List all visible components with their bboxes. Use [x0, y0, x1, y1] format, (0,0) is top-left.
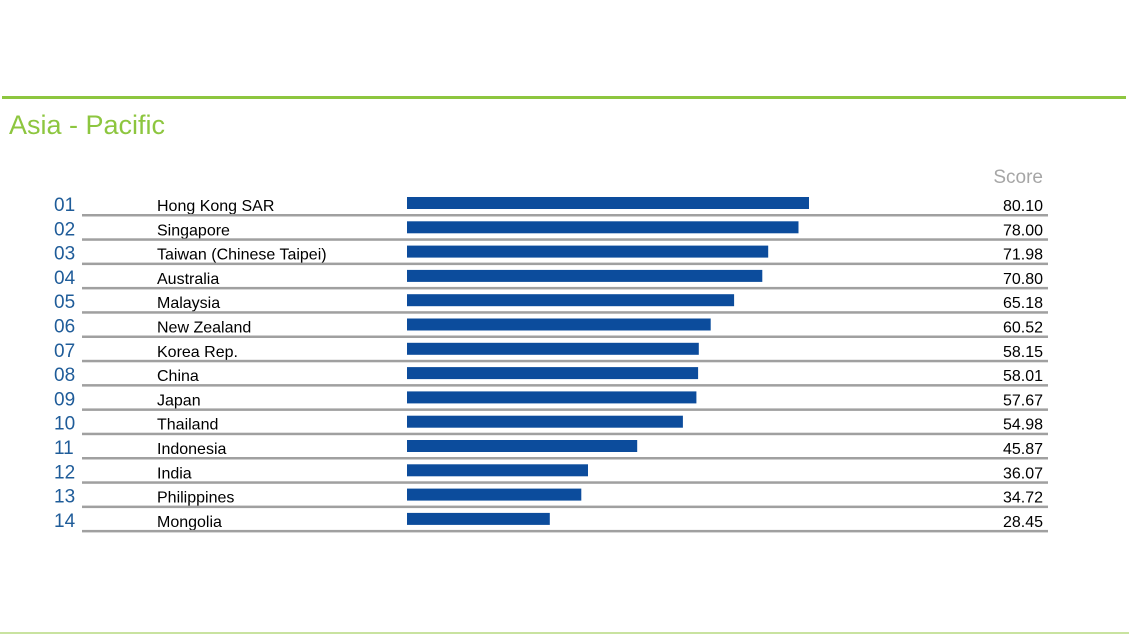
row-divider: [82, 335, 1048, 338]
rank-label: 03: [54, 244, 75, 265]
rank-label: 01: [54, 195, 75, 216]
score-value: 70.80: [1003, 271, 1043, 288]
country-label: Taiwan (Chinese Taipei): [157, 247, 327, 264]
score-bar: [407, 488, 582, 501]
score-value: 36.07: [1003, 465, 1043, 482]
score-bar: [407, 221, 799, 234]
row-divider: [82, 505, 1048, 509]
row-divider: [82, 529, 1048, 533]
score-value: 60.52: [1003, 320, 1043, 337]
country-label: Indonesia: [157, 441, 226, 458]
score-bar: [407, 342, 699, 355]
row-divider: [82, 262, 1048, 266]
rank-label: 14: [54, 511, 76, 532]
row-divider: [82, 214, 1048, 217]
score-value: 78.00: [1003, 222, 1043, 239]
rank-label: 02: [54, 219, 75, 240]
row-divider: [82, 238, 1048, 241]
score-value: 34.72: [1003, 490, 1043, 507]
country-label: Singapore: [157, 222, 230, 239]
country-label: Malaysia: [157, 295, 220, 312]
row-divider: [82, 432, 1048, 436]
rank-label: 13: [54, 487, 75, 508]
rank-label: 09: [54, 389, 75, 410]
score-value: 71.98: [1003, 247, 1043, 264]
page-title: Asia - Pacific: [9, 110, 166, 140]
score-bar: [407, 294, 735, 307]
header-rule: [2, 96, 1126, 99]
score-bar: [407, 391, 697, 404]
footer-rule: [0, 632, 1129, 634]
rank-label: 07: [54, 341, 75, 362]
country-label: Japan: [157, 392, 201, 409]
score-value: 80.10: [1003, 198, 1043, 215]
country-label: Hong Kong SAR: [157, 198, 274, 215]
score-bar: [407, 512, 550, 525]
score-bar: [407, 245, 769, 258]
row-divider: [82, 481, 1048, 484]
score-bar: [407, 269, 763, 282]
rank-label: 06: [54, 317, 75, 338]
score-value: 58.01: [1003, 368, 1043, 385]
score-value: 45.87: [1003, 441, 1043, 458]
country-label: Mongolia: [157, 514, 222, 531]
score-bar: [407, 318, 711, 331]
score-value: 28.45: [1003, 514, 1043, 531]
score-bar: [407, 367, 699, 380]
score-bar: [407, 197, 809, 209]
score-value: 57.67: [1003, 392, 1043, 409]
country-label: Thailand: [157, 417, 218, 434]
score-bar: [407, 464, 588, 477]
country-label: Korea Rep.: [157, 344, 238, 361]
row-divider: [82, 286, 1048, 290]
score-bar: [407, 440, 638, 452]
row-divider: [82, 408, 1048, 411]
country-label: Philippines: [157, 490, 234, 507]
rank-label: 05: [54, 292, 75, 313]
score-bar: [407, 415, 683, 428]
row-divider: [82, 311, 1048, 314]
country-label: Australia: [157, 271, 219, 288]
score-value: 58.15: [1003, 344, 1043, 361]
rank-label: 10: [54, 414, 75, 435]
rank-label: 08: [54, 365, 75, 386]
row-divider: [82, 457, 1048, 460]
country-label: New Zealand: [157, 320, 251, 337]
row-divider: [82, 359, 1048, 363]
country-label: China: [157, 368, 199, 385]
row-divider: [82, 384, 1048, 387]
score-column-header: Score: [993, 167, 1043, 188]
rank-label: 11: [54, 438, 74, 459]
country-label: India: [157, 465, 192, 482]
rank-label: 12: [54, 462, 75, 483]
rank-label: 04: [54, 268, 76, 289]
score-value: 54.98: [1003, 417, 1043, 434]
score-value: 65.18: [1003, 295, 1043, 312]
